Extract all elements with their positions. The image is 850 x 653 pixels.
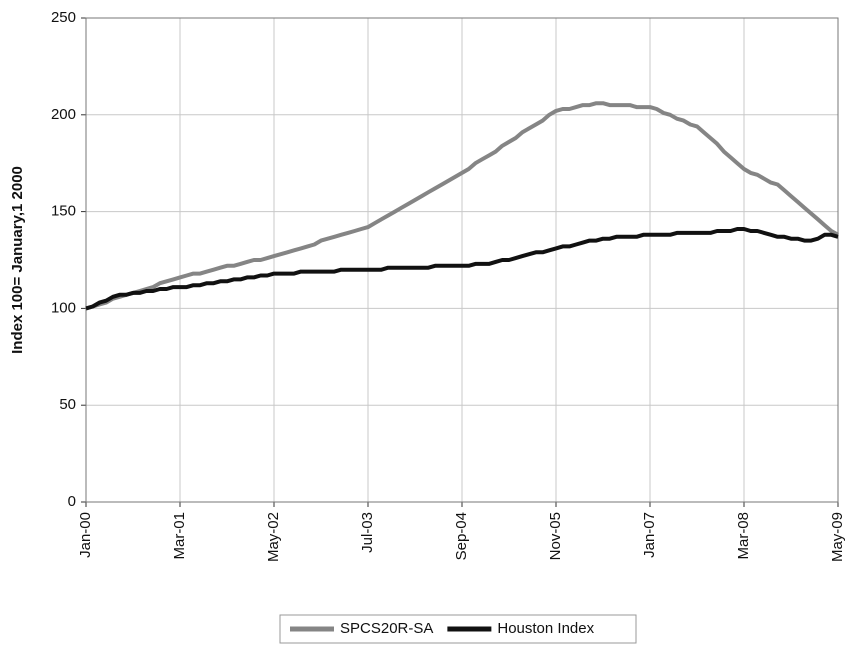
x-tick-label: Mar-08 [735,512,752,560]
x-tick-label: Sep-04 [453,512,470,560]
legend-label: SPCS20R-SA [340,620,433,637]
y-tick-label: 50 [59,396,76,413]
x-tick-label: May-02 [265,512,282,562]
series-line [85,101,839,311]
y-tick-label: 100 [51,299,76,316]
x-tick-label: Nov-05 [547,512,564,560]
plot-frame [85,17,839,503]
legend-label: Houston Index [497,620,594,637]
y-axis-title: Index 100= January,1 2000 [9,166,26,354]
y-tick-label: 150 [51,203,76,220]
y-tick-label: 250 [51,9,76,26]
x-tick-label: Jan-07 [641,512,658,558]
x-tick-label: Jan-00 [77,512,94,558]
x-tick-label: Mar-01 [171,512,188,560]
y-tick-label: 200 [51,106,76,123]
x-tick-label: May-09 [829,512,846,562]
y-tick-label: 0 [68,493,76,510]
x-tick-label: Jul-03 [359,512,376,553]
series-line [85,227,839,311]
